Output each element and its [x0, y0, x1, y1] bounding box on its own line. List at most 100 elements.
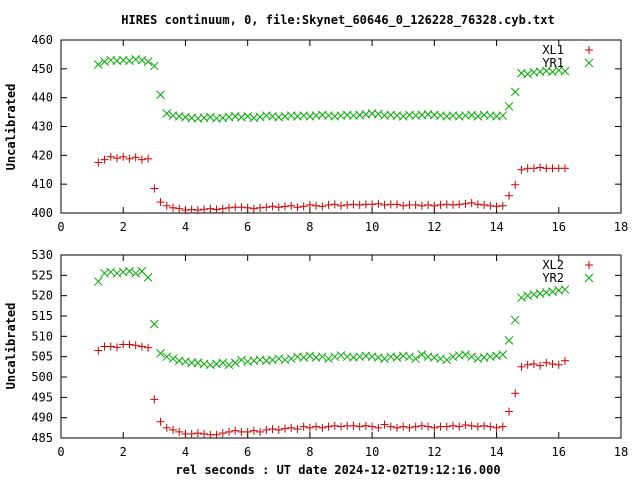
data-point [374, 199, 383, 208]
data-point [492, 202, 501, 211]
data-point [125, 154, 134, 163]
data-point [411, 422, 420, 431]
data-point [225, 203, 233, 212]
data-point [162, 109, 172, 118]
data-point [249, 204, 258, 213]
series-xl2 [94, 340, 569, 439]
data-point [312, 422, 321, 431]
data-point [262, 203, 271, 212]
data-point [193, 206, 202, 215]
data-point [268, 202, 277, 211]
data-point [299, 422, 308, 431]
data-point [274, 425, 283, 434]
data-point [430, 423, 439, 432]
data-point [480, 200, 489, 209]
data-point [231, 426, 240, 435]
data-point [337, 201, 345, 210]
data-point [473, 112, 483, 121]
data-point [243, 203, 252, 212]
x-tick-label: 14 [489, 220, 503, 234]
data-point [218, 429, 227, 438]
data-point [498, 201, 507, 210]
data-point [473, 200, 482, 209]
data-point [94, 158, 103, 167]
data-point [237, 355, 246, 365]
data-point [461, 420, 470, 429]
data-point [517, 362, 526, 371]
data-point [113, 154, 121, 163]
data-point [517, 165, 526, 174]
data-point [206, 204, 215, 213]
data-point [187, 358, 197, 368]
data-point [237, 203, 246, 212]
y-tick-label: 520 [31, 289, 53, 303]
legend-marker [584, 58, 594, 68]
data-point [224, 360, 234, 370]
data-point [368, 200, 377, 209]
y-tick-label: 510 [31, 329, 53, 343]
data-point [486, 422, 495, 431]
data-point [156, 417, 165, 426]
y-tick-label: 400 [31, 206, 53, 220]
data-point [405, 352, 414, 362]
data-point [125, 56, 134, 66]
data-point [498, 350, 508, 359]
data-point [143, 57, 153, 66]
data-point [137, 55, 147, 65]
data-point [324, 354, 333, 364]
y-tick-label: 440 [31, 91, 53, 105]
data-point [305, 351, 315, 361]
data-point [399, 201, 408, 210]
data-point [175, 427, 184, 436]
data-point [305, 423, 314, 432]
data-point [168, 354, 178, 364]
data-point [330, 200, 339, 209]
data-point [380, 420, 389, 429]
data-point [510, 315, 520, 325]
x-tick-label: 6 [244, 445, 251, 459]
data-point [548, 359, 557, 368]
data-point [225, 427, 233, 436]
data-point [293, 203, 302, 212]
data-point [255, 112, 265, 122]
data-point [131, 153, 140, 162]
y-tick-label: 530 [31, 248, 53, 262]
data-point [287, 201, 296, 210]
data-point [143, 273, 153, 282]
data-point [218, 204, 227, 213]
data-point [373, 109, 383, 119]
data-point [529, 359, 538, 368]
data-point [417, 421, 426, 430]
data-point [505, 191, 513, 200]
y-tick-label: 515 [31, 309, 53, 323]
data-point [193, 429, 202, 438]
data-point [349, 200, 358, 209]
data-point [205, 112, 215, 122]
data-point [243, 112, 253, 121]
data-point [113, 343, 121, 352]
data-point [455, 422, 464, 431]
data-point [137, 155, 146, 164]
bottom-panel: 485 490 495 500 505 510 515 520 525 530 0 2 4 6 8 10 12 1… [4, 248, 628, 459]
data-point [467, 421, 476, 430]
data-point [256, 427, 265, 436]
data-point [106, 152, 115, 161]
data-point [93, 277, 103, 286]
x-tick-label: 6 [244, 220, 251, 234]
y-tick-label: 485 [31, 431, 53, 445]
data-point [355, 200, 364, 209]
data-point [486, 201, 495, 210]
data-point [175, 204, 184, 213]
data-point [106, 342, 115, 351]
data-point [504, 336, 514, 345]
legend-label: YR2 [542, 271, 564, 285]
data-point [312, 201, 321, 210]
legend-marker [585, 46, 593, 54]
data-point [318, 202, 327, 211]
data-point [100, 155, 109, 164]
x-tick-label: 18 [614, 220, 628, 234]
data-point [517, 293, 526, 303]
data-point [150, 184, 159, 193]
x-tick-label: 12 [427, 445, 441, 459]
data-point [523, 69, 533, 79]
